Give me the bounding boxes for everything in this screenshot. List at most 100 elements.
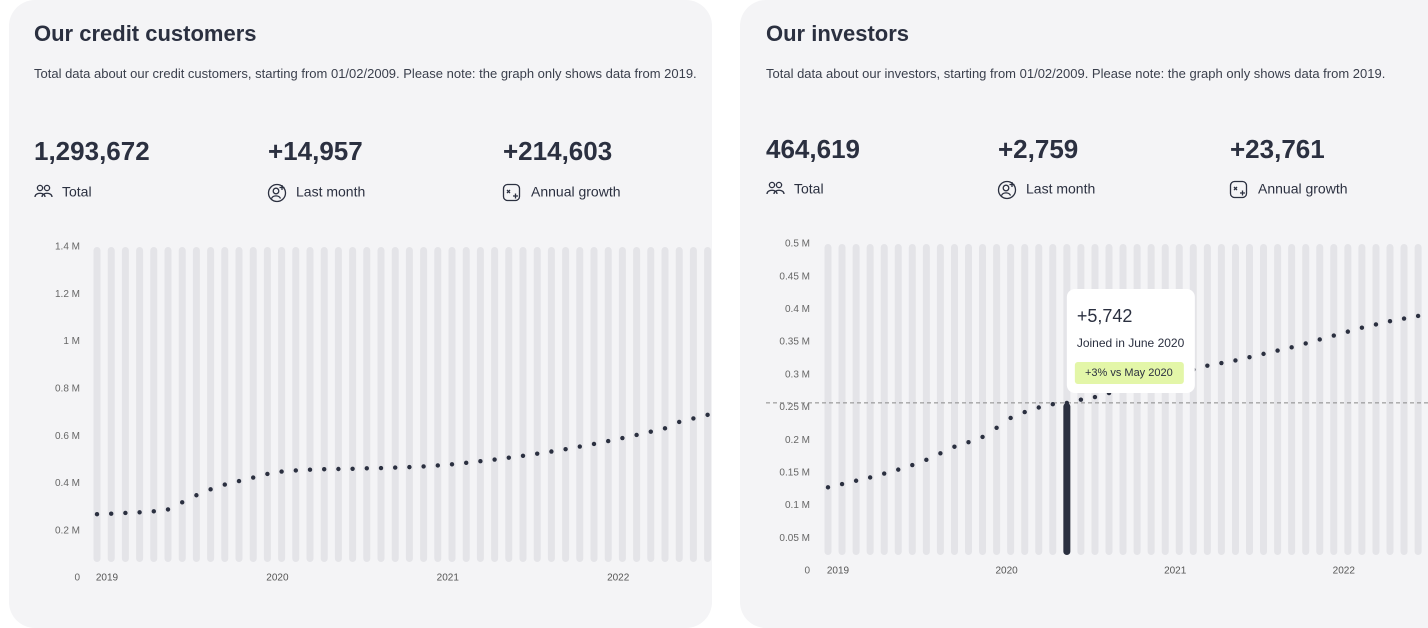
icon-part	[272, 187, 280, 195]
data-dot	[364, 466, 369, 471]
card-title: Our credit customers	[34, 21, 257, 46]
data-dot	[896, 467, 901, 472]
column-bg	[420, 247, 428, 562]
column-bg	[136, 247, 144, 562]
x-tick-label: 2021	[437, 573, 460, 584]
data-dot	[620, 435, 625, 441]
y-tick-label: 0.4 M	[55, 478, 80, 489]
data-dot	[648, 429, 653, 434]
column-bg	[562, 247, 570, 562]
icon-part	[1233, 186, 1245, 196]
stat-value: +14,957	[268, 136, 363, 166]
data-dot	[421, 464, 426, 469]
column-bg	[405, 247, 413, 562]
data-dot	[1008, 415, 1013, 421]
column-bg	[278, 247, 286, 562]
column-bg	[1231, 244, 1239, 555]
data-dot	[577, 444, 582, 449]
tooltip-title: +5,742	[1077, 306, 1133, 326]
y-tick-label: 0.8 M	[55, 383, 80, 394]
y-tick-label: 1 M	[63, 336, 80, 347]
column-bg	[1217, 244, 1225, 555]
data-dot	[336, 466, 341, 472]
x-tick-label: 2020	[266, 573, 289, 584]
column-bg	[349, 247, 357, 562]
column-bg	[1414, 244, 1422, 555]
icon-part	[43, 184, 51, 192]
data-dot	[606, 438, 611, 444]
column-bg	[993, 244, 1001, 555]
column-bg	[491, 247, 499, 562]
data-dot	[910, 462, 915, 468]
data-dot	[1415, 313, 1421, 319]
x-tick-label: 2020	[995, 566, 1018, 577]
data-dot	[691, 416, 696, 421]
column-bg	[207, 247, 215, 562]
data-dot	[435, 463, 440, 468]
data-dot	[251, 475, 256, 480]
y-tick-label: 0.2 M	[55, 525, 80, 536]
y-tick-label: 0.4 M	[785, 304, 810, 315]
data-dot	[236, 478, 242, 484]
data-dot	[293, 468, 298, 473]
card-subtitle: Total data about our credit customers, s…	[34, 66, 697, 81]
y-tick-label: 0.1 M	[785, 500, 810, 511]
column-bg	[192, 247, 200, 562]
card-title: Our investors	[766, 21, 909, 46]
data-dot	[853, 478, 859, 483]
icon-part	[768, 181, 776, 189]
x-tick-label: 2019	[827, 566, 850, 577]
data-dot	[867, 475, 873, 480]
data-dot	[506, 455, 511, 460]
column-bg	[434, 247, 442, 562]
column-bg	[838, 244, 846, 555]
data-dot	[1359, 325, 1365, 330]
y-tick-label: 0.15 M	[779, 468, 810, 479]
y-tick-label: 0.35 M	[779, 337, 810, 348]
column-bg	[824, 244, 832, 555]
column-bg	[894, 244, 902, 555]
card-subtitle: Total data about our investors, starting…	[766, 66, 1386, 81]
icon-part	[1002, 184, 1010, 192]
stat-icon	[1229, 180, 1248, 199]
stat-label: Last month	[296, 184, 365, 200]
data-dot	[222, 482, 227, 487]
data-dot	[1022, 409, 1027, 415]
data-dot	[952, 444, 957, 449]
column-bg	[235, 247, 243, 562]
data-dot	[1387, 318, 1393, 324]
column-bg	[1021, 244, 1029, 555]
column-bg	[852, 244, 860, 555]
data-dot	[378, 465, 384, 471]
column-bg	[675, 247, 683, 562]
data-dot	[1092, 394, 1098, 400]
data-dot	[279, 469, 284, 474]
data-dot	[265, 471, 270, 477]
subtitle-box: Total data about our credit customers, s…	[34, 66, 697, 81]
data-dot	[882, 471, 887, 476]
y-tick-label: 0.3 M	[785, 369, 810, 380]
column-bg	[1260, 244, 1268, 555]
column-bg	[150, 247, 158, 562]
stat-value: +23,761	[1230, 134, 1325, 164]
data-dot	[1303, 341, 1308, 346]
column-bg	[633, 247, 641, 562]
column-bg	[462, 247, 470, 562]
column-bg	[979, 244, 987, 555]
column-bg	[866, 244, 874, 555]
column-bg	[1302, 244, 1310, 555]
column-bg	[704, 247, 712, 562]
data-dot	[492, 457, 497, 462]
data-dot	[535, 451, 540, 456]
stat-icon	[502, 183, 521, 202]
column-bg	[519, 247, 527, 562]
column-bg	[121, 247, 129, 562]
data-dot	[1036, 405, 1041, 410]
column-bg	[1386, 244, 1394, 555]
highlight-bar	[1063, 402, 1071, 555]
data-dot	[591, 441, 597, 447]
data-dot	[307, 467, 313, 472]
icon-part	[775, 181, 783, 189]
column-bg	[1246, 244, 1253, 555]
